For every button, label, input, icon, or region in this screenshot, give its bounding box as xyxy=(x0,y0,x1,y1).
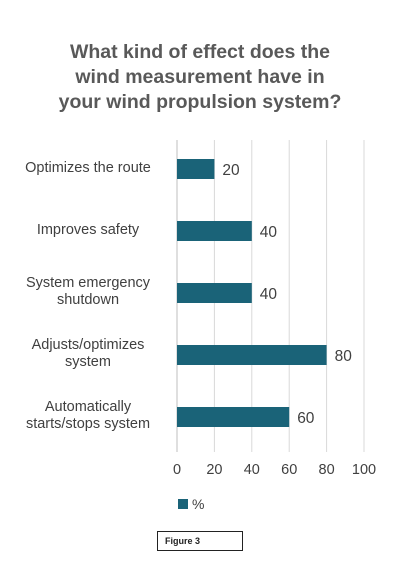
category-label-line: shutdown xyxy=(56,292,120,308)
data-label: 40 xyxy=(260,224,278,241)
chart-legend: % xyxy=(178,496,204,512)
data-label: 60 xyxy=(297,410,315,427)
category-label-line: Automatically xyxy=(44,399,132,415)
x-tick-label: 40 xyxy=(244,462,260,478)
category-label-line: Adjusts/optimizes xyxy=(31,337,145,353)
bar xyxy=(177,159,215,179)
chart-title-line: What kind of effect does the xyxy=(69,41,330,63)
legend-label: % xyxy=(192,496,205,512)
x-tick-label: 20 xyxy=(206,462,222,478)
bar xyxy=(177,221,252,241)
x-tick-label: 60 xyxy=(281,462,297,478)
chart-title-line: wind measurement have in xyxy=(75,66,325,88)
category-label-line: system xyxy=(65,354,111,370)
bar xyxy=(177,283,252,303)
category-label: Automatically starts/stops system xyxy=(8,399,168,433)
bar xyxy=(177,345,327,365)
category-label-line: starts/stops system xyxy=(25,416,151,432)
legend-swatch-icon xyxy=(178,499,188,509)
data-label: 80 xyxy=(335,348,353,365)
category-label-line: Optimizes the route xyxy=(25,159,151,176)
chart-title-line: your wind propulsion system? xyxy=(58,91,342,113)
data-label: 40 xyxy=(260,286,278,303)
bar xyxy=(177,407,290,427)
data-label: 20 xyxy=(222,162,240,179)
category-label-line: System emergency xyxy=(25,275,151,291)
x-tick-label: 80 xyxy=(319,462,335,478)
category-label: Optimizes the route xyxy=(8,160,168,177)
category-label-line: Improves safety xyxy=(36,221,140,238)
figure-label: Figure 3 xyxy=(165,536,201,546)
chart-title: What kind of effect does the wind measure… xyxy=(0,40,400,115)
category-label: Adjusts/optimizes system xyxy=(8,337,168,371)
x-tick-label: 0 xyxy=(173,462,181,478)
category-label: Improves safety xyxy=(8,222,168,239)
x-tick-label: 100 xyxy=(352,462,376,478)
category-label: System emergency shutdown xyxy=(8,275,168,309)
figure-caption: Figure 3 xyxy=(157,531,243,551)
